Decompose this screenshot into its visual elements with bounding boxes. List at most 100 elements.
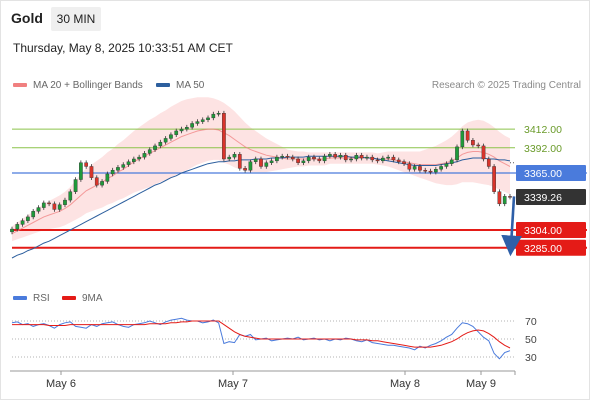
candle-body [402, 161, 406, 164]
candle-body [195, 121, 200, 124]
datetime-label: Thursday, May 8, 2025 10:33:51 AM CET [13, 41, 233, 55]
candle-body [121, 164, 126, 168]
level-badge-support [516, 239, 586, 256]
rsi-tick-label: 50 [525, 334, 537, 346]
candle-body [184, 127, 189, 130]
candle-body [248, 161, 253, 171]
candle-body [333, 154, 338, 158]
ma20-swatch [13, 83, 27, 88]
candle-body [41, 202, 46, 208]
candle-body [100, 181, 104, 186]
candle-body [211, 113, 216, 119]
candle-body [94, 177, 99, 186]
candle-body [476, 144, 481, 147]
asset-title: Gold [11, 10, 43, 26]
candle-body [89, 166, 94, 178]
current-price-label: 3339.26 [524, 192, 562, 204]
legend-9ma: 9MA [62, 293, 103, 304]
candle-body [63, 199, 67, 205]
candle-body [110, 169, 115, 175]
candle-body [328, 154, 332, 157]
timeframe-button[interactable]: 30 MIN [51, 7, 101, 31]
x-tick-label: May 6 [46, 378, 76, 390]
candle-body [338, 155, 343, 158]
candle-body [264, 162, 269, 167]
ma20-line [11, 128, 511, 235]
candle-body [222, 112, 226, 160]
candle-body [492, 166, 496, 192]
candle-body [370, 156, 375, 161]
top-bar: Gold 30 MIN [0, 0, 590, 38]
candle-body [126, 161, 131, 165]
candle-body [158, 141, 163, 147]
legend-9ma-label: 9MA [82, 293, 103, 304]
candle-body [68, 191, 73, 201]
candle-body [31, 211, 36, 218]
research-credit: Research © 2025 Trading Central [431, 80, 581, 91]
bollinger-band [12, 97, 510, 242]
candle-body [79, 162, 83, 180]
level-label-pivot: 3365.00 [524, 168, 562, 180]
legend-ma50: MA 50 [156, 80, 204, 91]
x-tick-label: May 8 [390, 378, 420, 390]
candle-body [439, 166, 443, 170]
candle-body [174, 130, 179, 135]
candle-body [275, 156, 279, 162]
candle-body [280, 155, 285, 158]
candle-body [237, 154, 242, 169]
candle-body [232, 154, 237, 158]
candle-body [455, 146, 459, 161]
candle-body [449, 159, 454, 164]
candle-body [47, 202, 51, 205]
ma50-swatch [156, 83, 170, 88]
candle-body [301, 160, 306, 163]
level-label-resistance: 3412.00 [524, 124, 562, 136]
x-tick-label: May 9 [466, 378, 496, 390]
candle-body [317, 158, 322, 162]
candle-body [354, 155, 359, 160]
candle-body [190, 123, 194, 128]
candle-body [418, 166, 422, 171]
level-badge-pivot [516, 165, 586, 181]
candle-body [391, 156, 396, 161]
candle-body [306, 156, 311, 162]
rsi-swatch [13, 296, 27, 301]
candle-body [407, 163, 412, 170]
candle-body [200, 119, 205, 122]
candle-body [481, 145, 486, 160]
candle-body [386, 156, 390, 159]
rsi-9ma-line [12, 320, 511, 349]
candle-body [227, 156, 232, 160]
candle-body [312, 156, 316, 160]
candle-body [20, 220, 25, 225]
candle-body [132, 158, 136, 162]
candle-body [142, 153, 147, 158]
candle-body [84, 162, 89, 167]
candle-body [365, 156, 369, 159]
candle-body [153, 145, 157, 150]
candle-body [349, 158, 353, 161]
candle-body [375, 159, 380, 162]
candle-body [216, 112, 221, 115]
candle-body [381, 157, 385, 162]
candle-body [52, 203, 57, 210]
candle-body [206, 117, 210, 120]
legend-ma20: MA 20 + Bollinger Bands [13, 80, 143, 91]
candle-body [471, 140, 475, 146]
candle-body [179, 128, 184, 132]
candle-body [444, 163, 449, 167]
candle-body [343, 155, 348, 161]
candle-body [290, 156, 295, 160]
legend-ma20-label: MA 20 + Bollinger Bands [33, 80, 143, 91]
candle-body [243, 168, 247, 171]
candle-body [137, 156, 141, 160]
level-badge-support [516, 222, 586, 238]
candle-body [105, 173, 110, 182]
candle-body [412, 166, 417, 170]
candle-body [36, 207, 41, 212]
candle-body [396, 159, 401, 162]
rsi-tick-label: 30 [525, 352, 537, 364]
current-price-badge [516, 189, 586, 206]
candle-body [10, 228, 14, 233]
